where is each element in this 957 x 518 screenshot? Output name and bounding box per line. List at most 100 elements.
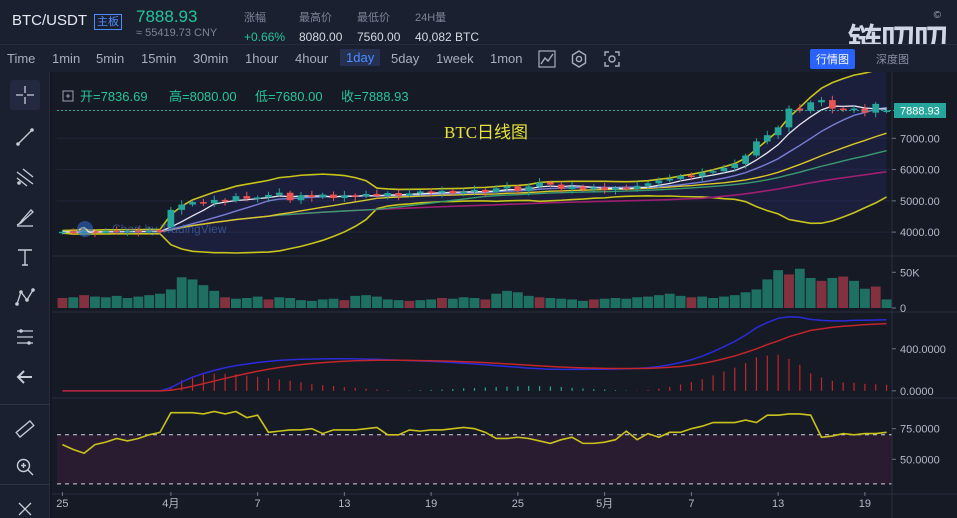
volume-bar <box>458 297 469 308</box>
volume-bar <box>447 298 458 308</box>
volume-bar <box>68 297 79 308</box>
candle-body <box>471 189 478 192</box>
text-icon[interactable] <box>10 242 40 272</box>
candle-body <box>69 231 77 233</box>
rsi-tick-label: 75.0000 <box>900 424 940 436</box>
candle-body <box>557 184 565 189</box>
candle <box>850 105 858 113</box>
market-view-button[interactable]: 行情图 <box>810 49 855 69</box>
zoom-in-icon[interactable] <box>10 452 40 482</box>
candle <box>731 159 739 172</box>
time-tick-label: 7 <box>688 498 694 510</box>
candle-body <box>818 100 825 103</box>
volume-bar <box>469 298 480 308</box>
low-value: 7560.00 <box>357 30 401 44</box>
candle <box>416 189 424 197</box>
ruler-icon[interactable] <box>10 414 40 444</box>
volume-bar <box>209 290 220 308</box>
candle <box>547 180 554 188</box>
candle-body <box>601 187 608 190</box>
candle <box>395 189 402 201</box>
candle <box>167 206 175 232</box>
volume-bar <box>708 298 718 308</box>
tf-5day[interactable]: 5day <box>391 51 420 66</box>
candle-body <box>113 230 121 233</box>
candle-body <box>785 108 793 128</box>
trend-line-icon[interactable] <box>10 122 40 152</box>
volume-bar <box>317 299 328 308</box>
volume-bar <box>859 288 870 308</box>
candle-body <box>753 141 760 156</box>
volume-bar <box>762 279 773 308</box>
tf-30min[interactable]: 30min <box>193 51 229 66</box>
candle-body <box>438 190 446 193</box>
chart-type-icon[interactable] <box>537 49 557 69</box>
candle <box>156 228 164 235</box>
candle-body <box>178 204 186 210</box>
last-price-tag <box>894 102 946 118</box>
tf-1min[interactable]: 1min <box>52 51 81 66</box>
pattern-icon[interactable] <box>10 282 40 312</box>
candle <box>568 182 576 194</box>
volume-bar <box>805 278 816 308</box>
volume-bar <box>534 297 545 308</box>
candle-body <box>232 196 240 201</box>
volume-bar <box>556 298 567 308</box>
price-chart[interactable]: 7000.00 6000.00 5000.00 4000.00 50K 0 400.0000… <box>52 72 957 518</box>
candle <box>438 186 446 198</box>
back-arrow-icon[interactable] <box>10 362 40 392</box>
board-badge: 主板 <box>94 14 122 30</box>
volume-bar <box>610 298 621 308</box>
volume-bars <box>57 268 892 308</box>
legend-open: 开=7836.69 <box>80 89 148 104</box>
tf-1mon[interactable]: 1mon <box>490 51 523 66</box>
trading-pair[interactable]: BTC/USDT <box>12 12 87 29</box>
candle <box>113 226 121 235</box>
volume-bar <box>578 300 588 308</box>
candle <box>330 191 337 201</box>
volume-bar <box>285 298 296 308</box>
tf-1week[interactable]: 1week <box>436 51 474 66</box>
fork-lines-icon[interactable] <box>10 162 40 192</box>
candle <box>243 191 251 202</box>
candle <box>612 185 619 195</box>
candle-body <box>167 209 175 228</box>
tf-4hour[interactable]: 4hour <box>295 51 329 66</box>
volume-bar <box>491 293 502 308</box>
candle <box>297 192 305 204</box>
crosshair-icon[interactable] <box>10 80 40 110</box>
candle <box>275 188 283 197</box>
candle-body <box>514 186 522 191</box>
volume-bar <box>274 297 285 308</box>
settings-gear-icon[interactable] <box>569 49 589 69</box>
volume-bar <box>241 298 252 308</box>
candle-body <box>796 108 804 111</box>
screenshot-icon[interactable] <box>602 49 622 69</box>
candle <box>763 130 771 145</box>
fibonacci-icon[interactable] <box>10 322 40 352</box>
volume-bar <box>512 292 523 308</box>
legend-toggle-icon[interactable] <box>62 90 74 102</box>
volume-bar <box>632 297 643 308</box>
candle <box>709 169 717 175</box>
candle <box>384 191 392 200</box>
volume-bar <box>881 299 892 308</box>
candle <box>351 193 359 202</box>
brush-icon[interactable] <box>10 202 40 232</box>
depth-view-button[interactable]: 深度图 <box>876 54 909 66</box>
candle-body <box>297 195 305 201</box>
candle-body <box>102 231 110 233</box>
candle-body <box>254 197 261 199</box>
tf-time[interactable]: Time <box>7 51 36 66</box>
boll-lower-line <box>62 194 887 254</box>
tf-5min[interactable]: 5min <box>96 51 125 66</box>
candle <box>59 229 66 235</box>
tf-1hour[interactable]: 1hour <box>245 51 279 66</box>
remove-icon[interactable] <box>10 494 40 518</box>
candle <box>774 125 782 139</box>
market-header: BTC/USDT 主板 7888.93 ≈ 55419.73 CNY 涨幅 +0… <box>0 0 957 62</box>
candle-body <box>677 175 684 179</box>
volume-bar <box>697 296 708 308</box>
tf-1day[interactable]: 1day <box>340 49 381 66</box>
tf-15min[interactable]: 15min <box>141 51 177 66</box>
